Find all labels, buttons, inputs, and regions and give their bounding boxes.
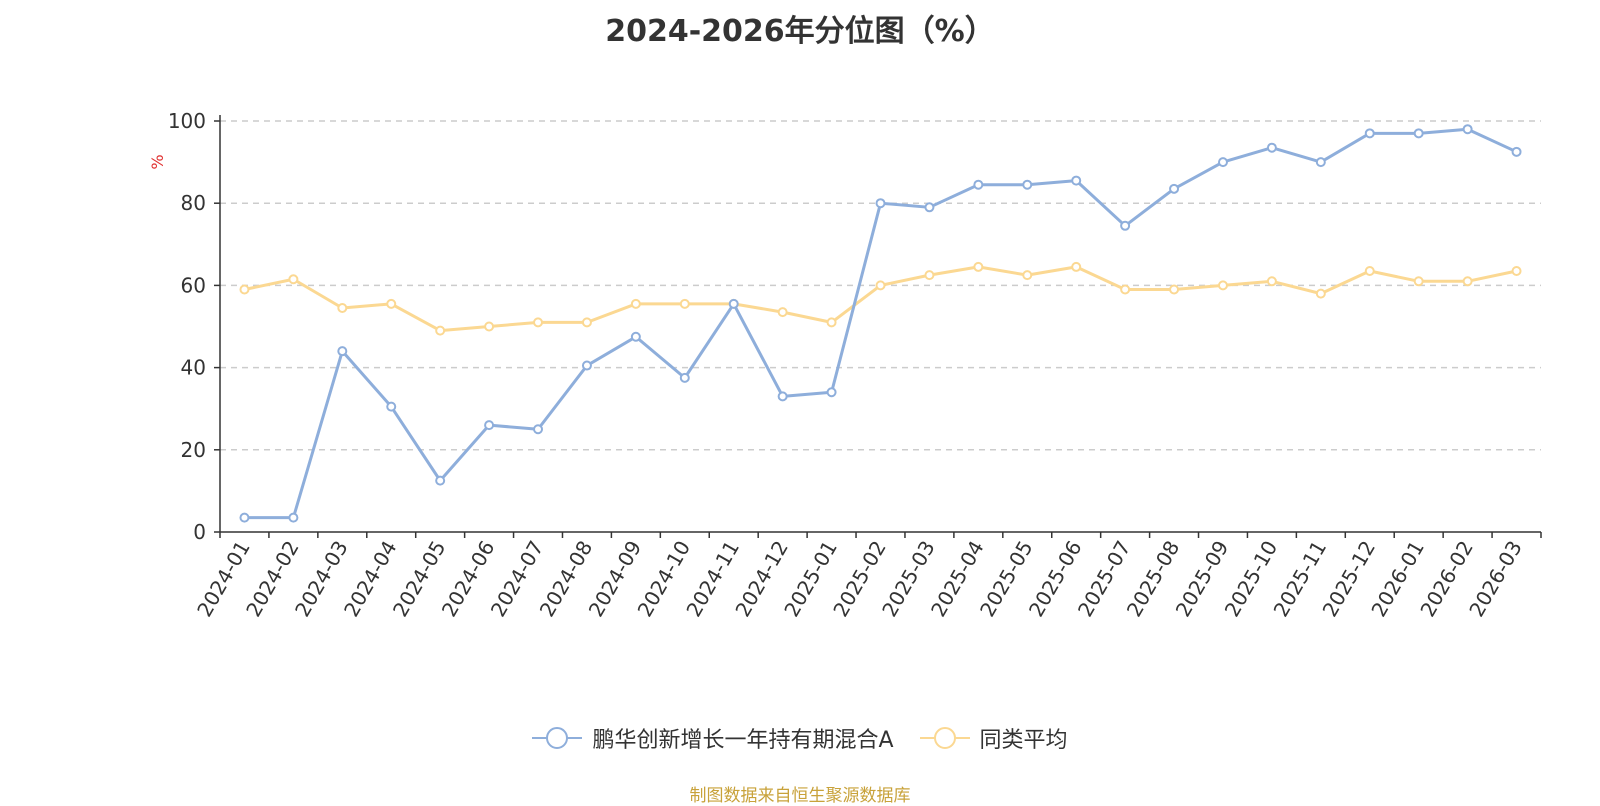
data-point[interactable] <box>630 298 641 309</box>
chart-title: 2024-2026年分位图（%） <box>605 14 995 49</box>
data-point[interactable] <box>1217 157 1228 168</box>
data-point[interactable] <box>1364 128 1375 139</box>
data-point[interactable] <box>1022 270 1033 281</box>
legend-item-average[interactable]: 同类平均 <box>919 722 1068 754</box>
y-tick-label: 100 <box>168 109 206 133</box>
data-point[interactable] <box>1413 128 1424 139</box>
series-average <box>239 261 1522 336</box>
data-point[interactable] <box>1266 276 1277 287</box>
data-point[interactable] <box>1120 284 1131 295</box>
data-point[interactable] <box>1315 157 1326 168</box>
data-point[interactable] <box>1071 261 1082 272</box>
data-point[interactable] <box>1315 288 1326 299</box>
legend-item-fund[interactable]: 鹏华创新增长一年持有期混合A <box>532 722 894 754</box>
data-point[interactable] <box>679 372 690 383</box>
x-axis-ticks: 2024-012024-022024-032024-042024-052024-… <box>192 532 1542 621</box>
data-point[interactable] <box>826 387 837 398</box>
data-point[interactable] <box>777 307 788 318</box>
data-point[interactable] <box>386 401 397 412</box>
data-point[interactable] <box>484 321 495 332</box>
y-tick-label: 80 <box>181 191 206 215</box>
legend-marker-icon <box>532 727 583 749</box>
y-tick-label: 60 <box>181 273 206 297</box>
data-point[interactable] <box>1266 142 1277 153</box>
data-point[interactable] <box>777 391 788 402</box>
y-tick-label: 0 <box>193 520 206 544</box>
data-point[interactable] <box>581 360 592 371</box>
y-axis-label: % <box>148 154 167 169</box>
data-point[interactable] <box>484 420 495 431</box>
data-point[interactable] <box>386 298 397 309</box>
series-fund <box>239 124 1522 523</box>
series-line <box>244 265 1517 333</box>
data-point[interactable] <box>337 303 348 314</box>
data-point[interactable] <box>1169 183 1180 194</box>
data-point[interactable] <box>1120 220 1131 231</box>
data-point[interactable] <box>875 198 886 209</box>
data-point[interactable] <box>1511 146 1522 157</box>
data-point[interactable] <box>239 284 250 295</box>
series-group <box>239 124 1522 523</box>
data-source-note: 制图数据来自恒生聚源数据库 <box>689 786 911 806</box>
data-point[interactable] <box>288 274 299 285</box>
data-point[interactable] <box>337 346 348 357</box>
data-point[interactable] <box>1413 276 1424 287</box>
data-point[interactable] <box>1022 179 1033 190</box>
line-chart: 0 20 40 60 80 100 2024-012024-022024-032024-0… <box>148 109 1542 621</box>
data-point[interactable] <box>1169 284 1180 295</box>
data-point[interactable] <box>924 270 935 281</box>
data-point[interactable] <box>1462 276 1473 287</box>
data-point[interactable] <box>875 280 886 291</box>
data-point[interactable] <box>435 325 446 336</box>
data-point[interactable] <box>581 317 592 328</box>
legend: 鹏华创新增长一年持有期混合A 同类平均 <box>0 722 1600 754</box>
legend-marker-icon <box>919 727 970 749</box>
y-tick-label: 20 <box>181 438 206 462</box>
data-point[interactable] <box>973 179 984 190</box>
axes <box>219 115 1541 533</box>
data-point[interactable] <box>1217 280 1228 291</box>
data-point[interactable] <box>1071 175 1082 186</box>
data-point[interactable] <box>679 298 690 309</box>
legend-label: 同类平均 <box>979 728 1068 753</box>
data-point[interactable] <box>435 475 446 486</box>
data-point[interactable] <box>924 202 935 213</box>
data-point[interactable] <box>239 512 250 523</box>
legend-label: 鹏华创新增长一年持有期混合A <box>592 728 894 753</box>
data-point[interactable] <box>288 512 299 523</box>
data-point[interactable] <box>533 424 544 435</box>
data-point[interactable] <box>728 298 739 309</box>
data-point[interactable] <box>1511 266 1522 277</box>
y-axis-ticks: 0 20 40 60 80 100 <box>168 109 220 544</box>
data-point[interactable] <box>1462 124 1473 135</box>
data-point[interactable] <box>630 331 641 342</box>
series-line <box>244 127 1518 520</box>
y-tick-label: 40 <box>181 356 206 380</box>
data-point[interactable] <box>826 317 837 328</box>
data-point[interactable] <box>973 261 984 272</box>
data-point[interactable] <box>1364 266 1375 277</box>
data-point[interactable] <box>533 317 544 328</box>
